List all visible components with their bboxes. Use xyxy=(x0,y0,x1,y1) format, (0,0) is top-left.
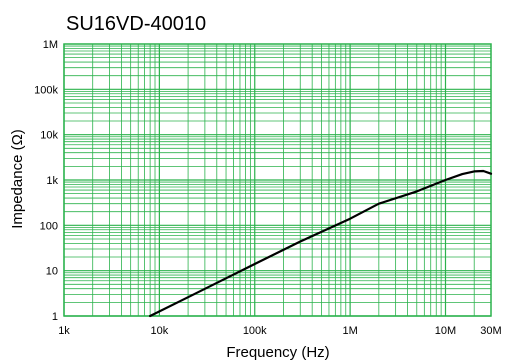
plot-area xyxy=(63,43,492,317)
chart-title: SU16VD-40010 xyxy=(66,13,206,35)
y-tick-label: 100k xyxy=(34,84,58,96)
impedance-series-line xyxy=(149,169,493,318)
x-tick-label: 1k xyxy=(58,325,70,337)
y-tick-label: 1M xyxy=(43,39,58,51)
y-tick-label: 1k xyxy=(46,175,58,187)
y-tick-label: 100 xyxy=(40,220,58,232)
x-tick-label: 30M xyxy=(480,325,501,337)
x-tick-label: 10M xyxy=(435,325,456,337)
series-group xyxy=(149,169,493,318)
x-tick-label: 1M xyxy=(342,325,357,337)
x-axis-label: Frequency (Hz) xyxy=(226,344,329,361)
y-tick-label: 10k xyxy=(40,130,58,142)
y-tick-label: 1 xyxy=(52,311,58,323)
grid xyxy=(63,44,492,317)
y-axis-label: Impedance (Ω) xyxy=(9,129,26,229)
x-tick-label: 100k xyxy=(243,325,267,337)
x-tick-label: 10k xyxy=(150,325,168,337)
y-tick-labels: 1 10 100 1k 10k 100k 1M xyxy=(34,39,58,323)
x-tick-labels: 1k 10k 100k 1M 10M 30M xyxy=(58,325,502,337)
y-tick-label: 10 xyxy=(46,266,58,278)
